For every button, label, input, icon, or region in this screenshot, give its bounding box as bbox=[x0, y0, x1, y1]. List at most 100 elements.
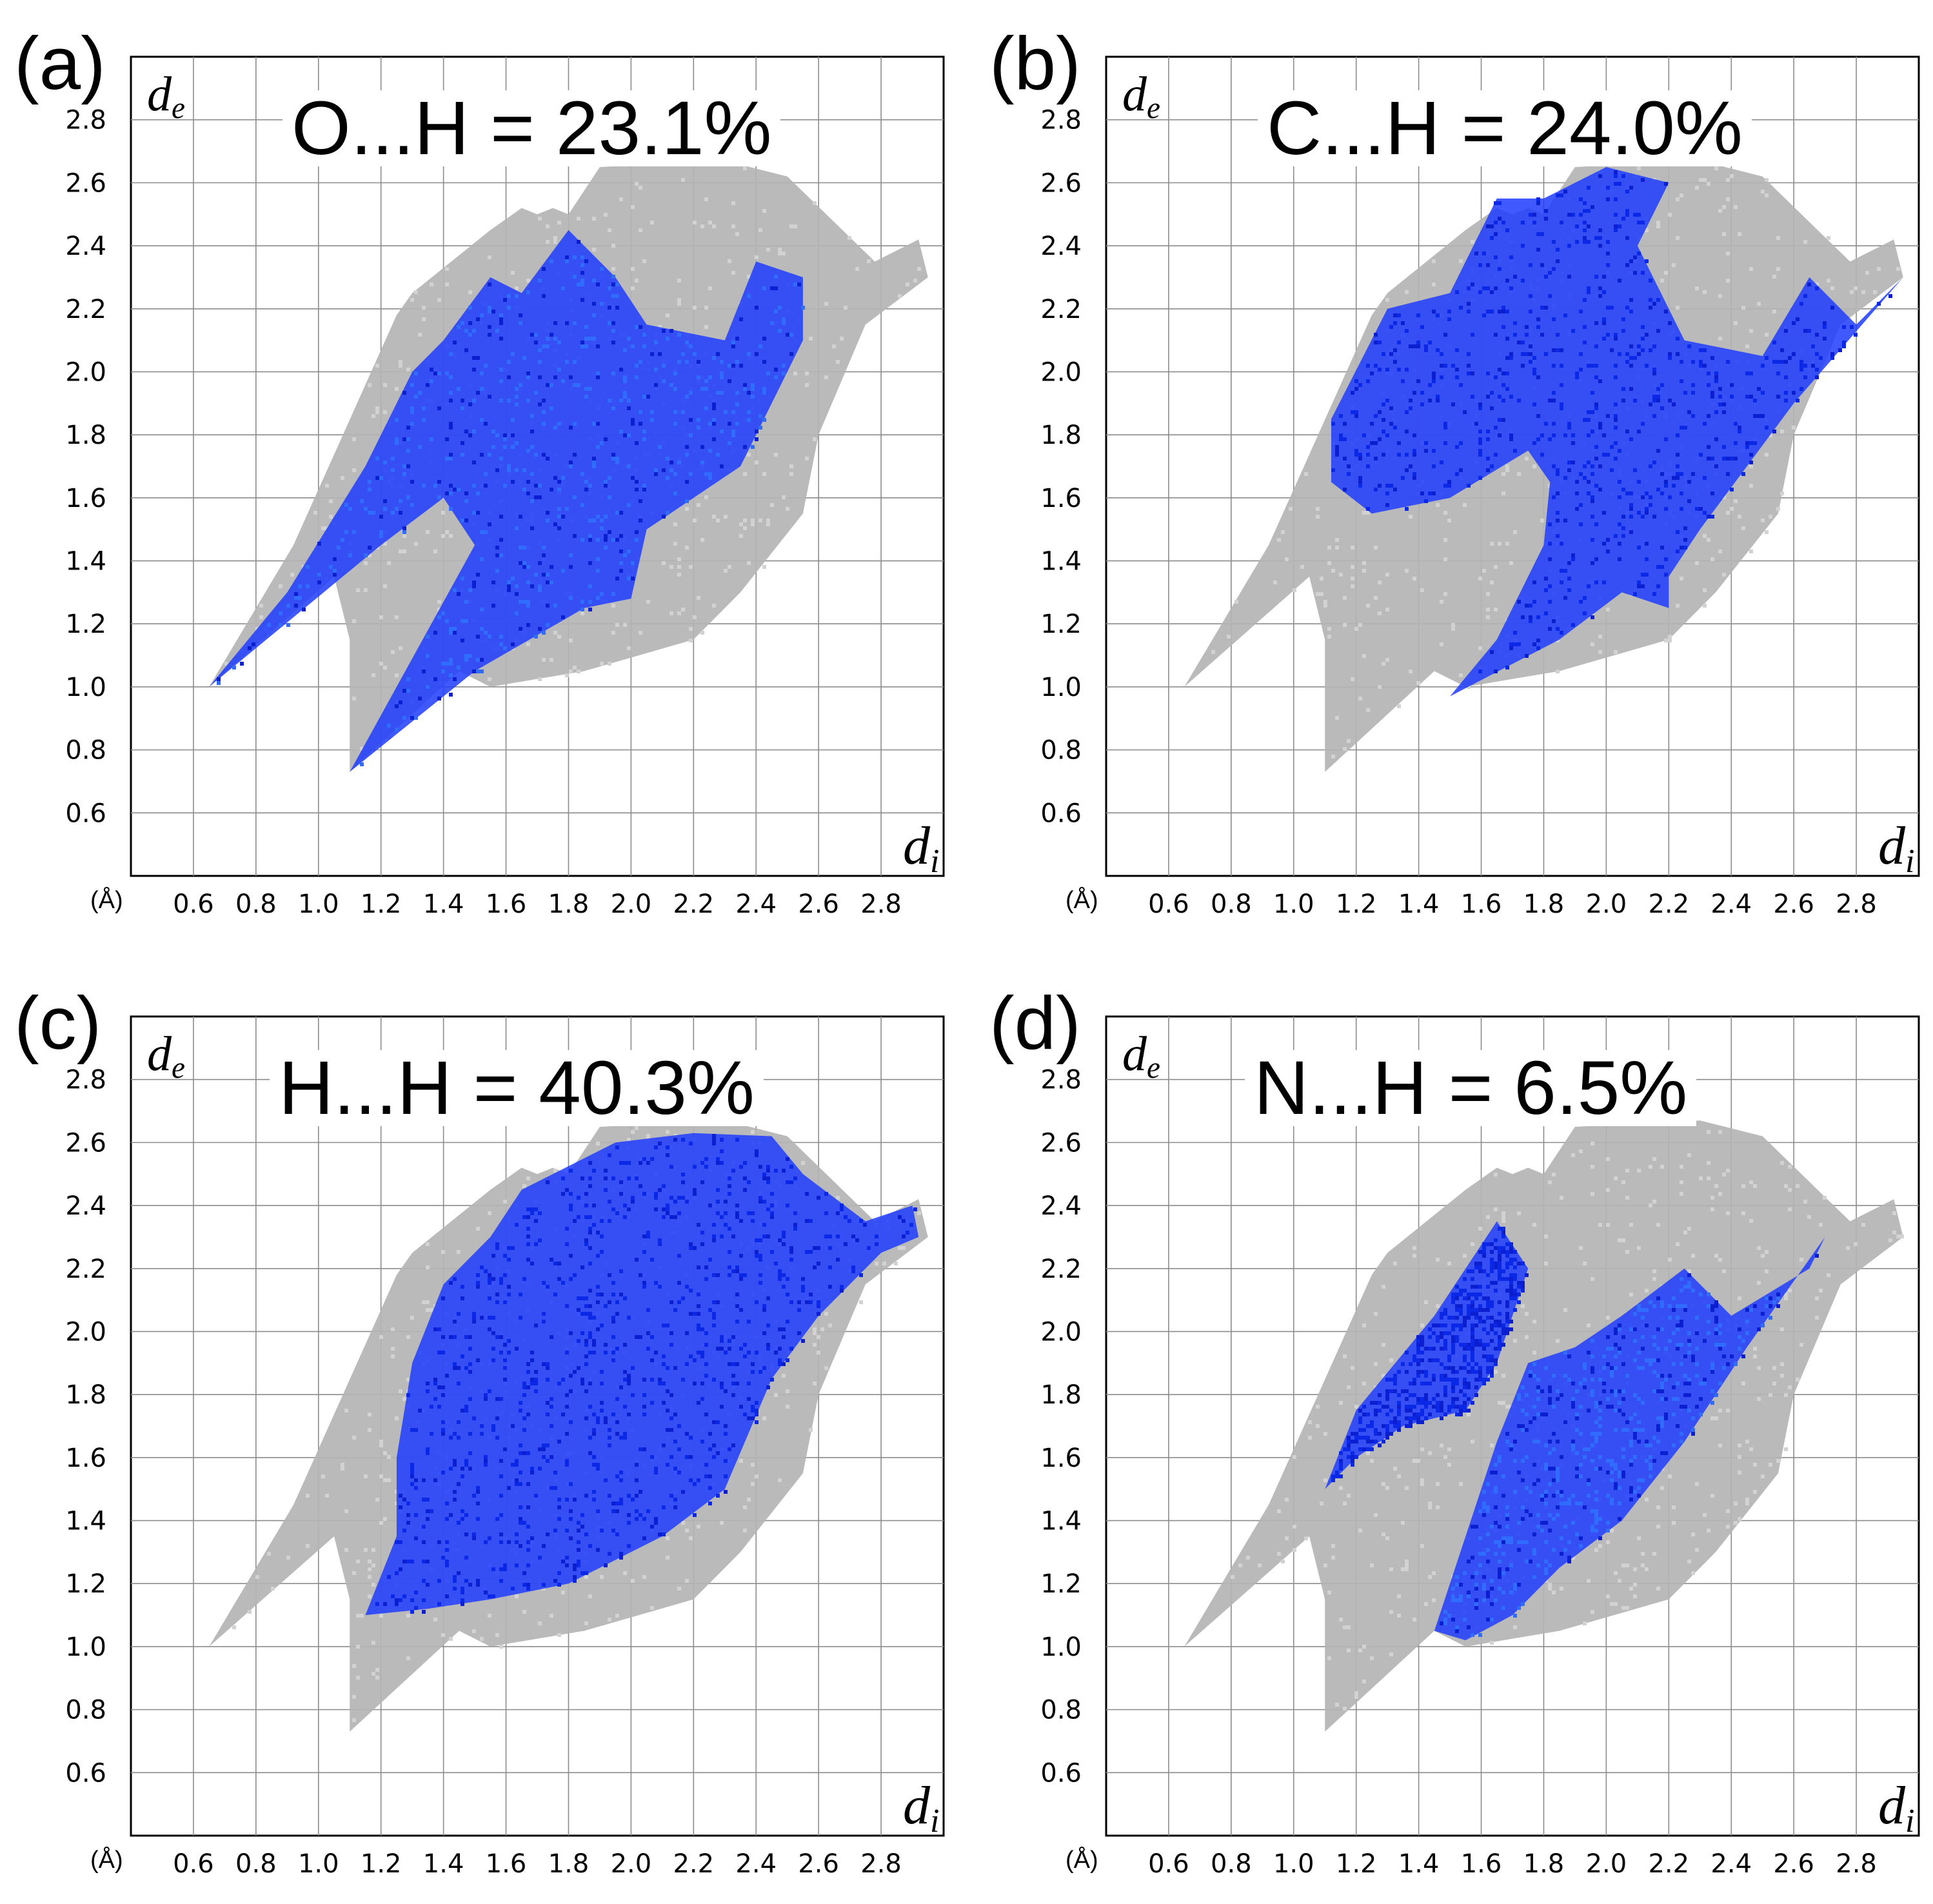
contact-points bbox=[1443, 1277, 1780, 1637]
series-h-h bbox=[365, 1133, 919, 1616]
angstrom-unit-label: (Å) bbox=[90, 887, 123, 914]
x-tick-label: 1.4 bbox=[423, 889, 464, 919]
y-tick-label: 1.4 bbox=[1040, 1507, 1082, 1536]
x-tick-label: 0.6 bbox=[1148, 1849, 1189, 1879]
x-tick-label: 1.0 bbox=[1273, 1849, 1314, 1879]
fingerprint-plot-b: 0.60.81.01.21.41.61.82.02.22.42.62.80.6 0… bbox=[1040, 55, 1920, 919]
y-tick-label: 0.6 bbox=[65, 798, 106, 828]
x-tick-label: 1.0 bbox=[298, 889, 339, 919]
y-tick-label: 2.0 bbox=[1040, 357, 1082, 387]
di-axis-label: di bbox=[903, 1776, 940, 1840]
y-tick-label: 1.2 bbox=[1040, 610, 1082, 639]
x-tick-label: 1.4 bbox=[423, 1849, 464, 1879]
x-tick-labels: 0.6 0.8 1.0 1.2 1.4 1.6 1.8 2.0 2.2 2.4 2.6 2.8 bbox=[173, 1849, 902, 1879]
contact-points-dense bbox=[1339, 1231, 1529, 1463]
panel-label: (c) bbox=[14, 981, 102, 1065]
x-tick-label: 1.4 bbox=[1398, 1849, 1440, 1879]
y-tick-label: 2.2 bbox=[1040, 1254, 1082, 1284]
panel-title: O...H = 23.1% bbox=[283, 90, 781, 166]
y-tick-label: 1.6 bbox=[1040, 484, 1082, 513]
x-tick-label: 1.0 bbox=[298, 1849, 339, 1879]
y-tick-label: 1.2 bbox=[65, 610, 106, 639]
contact-points-dense bbox=[1440, 1254, 1819, 1633]
x-tick-label: 2.0 bbox=[611, 1849, 652, 1879]
y-tick-label: 1.0 bbox=[1040, 673, 1082, 702]
x-tick-label: 2.8 bbox=[1836, 889, 1877, 919]
y-tick-label: 0.6 bbox=[1040, 1758, 1082, 1788]
x-tick-label: 0.8 bbox=[1211, 889, 1252, 919]
panel-label: (b) bbox=[989, 21, 1081, 105]
y-tick-labels: 0.6 0.8 1.0 1.2 1.4 1.6 1.8 2.0 2.2 2.4 2.6 2.8 bbox=[65, 106, 106, 829]
y-tick-label: 2.8 bbox=[1040, 106, 1082, 135]
x-tick-label: 2.2 bbox=[673, 889, 714, 919]
y-tick-label: 1.6 bbox=[65, 1443, 106, 1473]
y-tick-label: 2.6 bbox=[65, 168, 106, 198]
x-tick-label: 2.6 bbox=[798, 889, 839, 919]
y-tick-label: 2.0 bbox=[1040, 1317, 1082, 1347]
y-tick-label: 2.4 bbox=[65, 232, 106, 261]
x-tick-label: 1.2 bbox=[361, 1849, 402, 1879]
x-tick-label: 0.6 bbox=[173, 889, 214, 919]
y-tick-label: 2.6 bbox=[1040, 168, 1082, 198]
y-tick-label: 2.0 bbox=[65, 357, 106, 387]
contact-region bbox=[209, 230, 803, 772]
series-n-h bbox=[1434, 1236, 1825, 1641]
x-tick-label: 2.8 bbox=[860, 1849, 902, 1879]
x-tick-label: 1.6 bbox=[486, 1849, 527, 1879]
y-tick-label: 2.8 bbox=[65, 1066, 106, 1095]
x-tick-label: 1.2 bbox=[1336, 889, 1377, 919]
series-o-h bbox=[209, 230, 805, 772]
y-tick-label: 0.6 bbox=[1040, 798, 1082, 828]
contact-region bbox=[1331, 166, 1903, 697]
x-tick-label: 0.6 bbox=[1148, 889, 1189, 919]
y-tick-label: 2.8 bbox=[1040, 1066, 1082, 1095]
fingerprint-plot-a: 0.60.81.01.21.41.61.82.02.22.42.62.80.6 0… bbox=[65, 55, 945, 919]
y-tick-label: 1.0 bbox=[1040, 1632, 1082, 1662]
x-tick-label: 2.6 bbox=[1773, 889, 1814, 919]
fingerprint-plot-c: 0.60.81.01.21.41.61.82.02.22.42.62.80.6 0… bbox=[65, 1015, 945, 1879]
y-tick-label: 0.8 bbox=[65, 736, 106, 766]
de-axis-label: de bbox=[147, 1027, 185, 1085]
panel-label: (d) bbox=[989, 981, 1081, 1065]
y-tick-label: 1.6 bbox=[65, 484, 106, 513]
di-axis-label: di bbox=[903, 816, 940, 880]
x-tick-label: 2.4 bbox=[735, 1849, 777, 1879]
series-c-h bbox=[1331, 166, 1903, 697]
y-tick-label: 1.4 bbox=[65, 547, 106, 577]
x-tick-label: 2.2 bbox=[1648, 1849, 1689, 1879]
de-axis-label: de bbox=[1122, 67, 1160, 125]
x-tick-label: 2.6 bbox=[1773, 1849, 1814, 1879]
y-tick-labels: 0.6 0.8 1.0 1.2 1.4 1.6 1.8 2.0 2.2 2.4 2.6 2.8 bbox=[1040, 1066, 1082, 1789]
x-tick-label: 2.4 bbox=[1710, 889, 1752, 919]
di-axis-label: di bbox=[1878, 816, 1915, 880]
x-tick-label: 0.8 bbox=[1211, 1849, 1252, 1879]
de-axis-label: de bbox=[1122, 1027, 1160, 1085]
y-tick-label: 2.0 bbox=[65, 1317, 106, 1347]
y-tick-label: 2.4 bbox=[65, 1191, 106, 1221]
x-tick-label: 0.6 bbox=[173, 1849, 214, 1879]
contact-points-dense bbox=[1335, 170, 1892, 673]
y-tick-label: 0.8 bbox=[1040, 736, 1082, 766]
panel-label: (a) bbox=[14, 21, 106, 105]
x-tick-label: 2.4 bbox=[1710, 1849, 1752, 1879]
x-tick-label: 1.8 bbox=[548, 889, 590, 919]
panel-d: 0.6 0.8 1.0 1.2 1.4 1.6 1.8 2.0 2.2 2.4 2.6 2.8 0.6 0… bbox=[975, 960, 1933, 1904]
y-tick-label: 1.8 bbox=[65, 1380, 106, 1410]
x-tick-label: 2.4 bbox=[735, 889, 777, 919]
y-tick-label: 1.2 bbox=[65, 1569, 106, 1599]
y-tick-label: 0.8 bbox=[1040, 1696, 1082, 1725]
de-axis-label: de bbox=[147, 67, 185, 125]
y-tick-label: 0.8 bbox=[65, 1696, 106, 1725]
y-tick-label: 2.4 bbox=[1040, 1191, 1082, 1221]
y-tick-label: 1.8 bbox=[1040, 421, 1082, 450]
x-tick-label: 1.6 bbox=[1461, 1849, 1502, 1879]
panel-title: N...H = 6.5% bbox=[1245, 1050, 1697, 1126]
x-tick-label: 2.8 bbox=[1836, 1849, 1877, 1879]
angstrom-unit-label: (Å) bbox=[1066, 1847, 1098, 1874]
series-n-h bbox=[1325, 1221, 1529, 1489]
y-tick-labels: 0.6 0.8 1.0 1.2 1.4 1.6 1.8 2.0 2.2 2.4 2.6 2.8 bbox=[1040, 106, 1082, 829]
y-tick-label: 2.2 bbox=[65, 295, 106, 324]
y-tick-label: 0.6 bbox=[65, 1758, 106, 1788]
x-tick-label: 2.2 bbox=[1648, 889, 1689, 919]
